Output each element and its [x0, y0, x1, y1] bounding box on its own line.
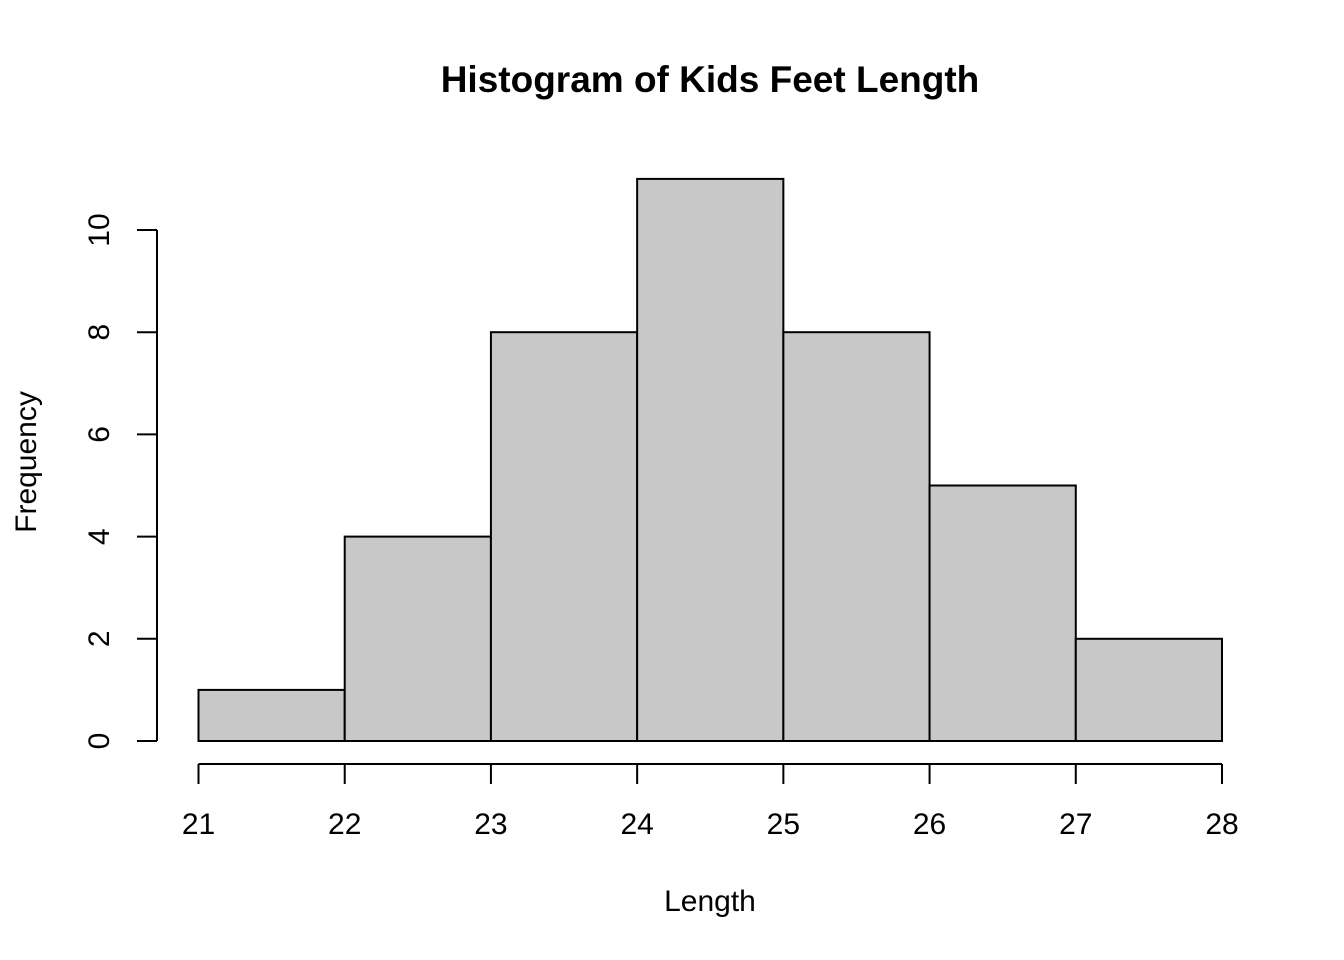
y-tick-label: 8: [83, 324, 116, 341]
y-tick-label: 2: [83, 630, 116, 647]
y-axis: 0 2 4 6 8 10: [83, 213, 158, 750]
x-tick-label: 25: [767, 808, 800, 841]
y-tick-label: 0: [83, 733, 116, 750]
y-axis-label: Frequency: [10, 391, 43, 533]
x-tick-label: 21: [182, 808, 215, 841]
x-tick-label: 24: [620, 808, 653, 841]
y-tick-label: 6: [83, 426, 116, 443]
histogram-bar-7: [1074, 637, 1224, 742]
x-tick-label: 26: [913, 808, 946, 841]
bars-group: [197, 177, 1224, 743]
x-tick-label: 28: [1205, 808, 1238, 841]
x-axis: 21 22 23 24 25 26 27 28: [182, 763, 1239, 841]
histogram-bar-6: [928, 484, 1077, 742]
x-tick-label: 22: [328, 808, 361, 841]
chart-title: Histogram of Kids Feet Length: [441, 59, 980, 100]
x-axis-label: Length: [664, 885, 756, 918]
x-tick-label: 23: [474, 808, 507, 841]
x-tick-label: 27: [1059, 808, 1092, 841]
y-tick-label: 10: [83, 213, 116, 246]
histogram-bar-3: [489, 331, 639, 742]
histogram-bar-5: [782, 331, 931, 742]
y-tick-label: 4: [83, 528, 116, 545]
histogram-bar-2: [343, 535, 492, 742]
histogram-bar-1: [197, 688, 346, 743]
histogram-bar-4: [636, 177, 785, 742]
